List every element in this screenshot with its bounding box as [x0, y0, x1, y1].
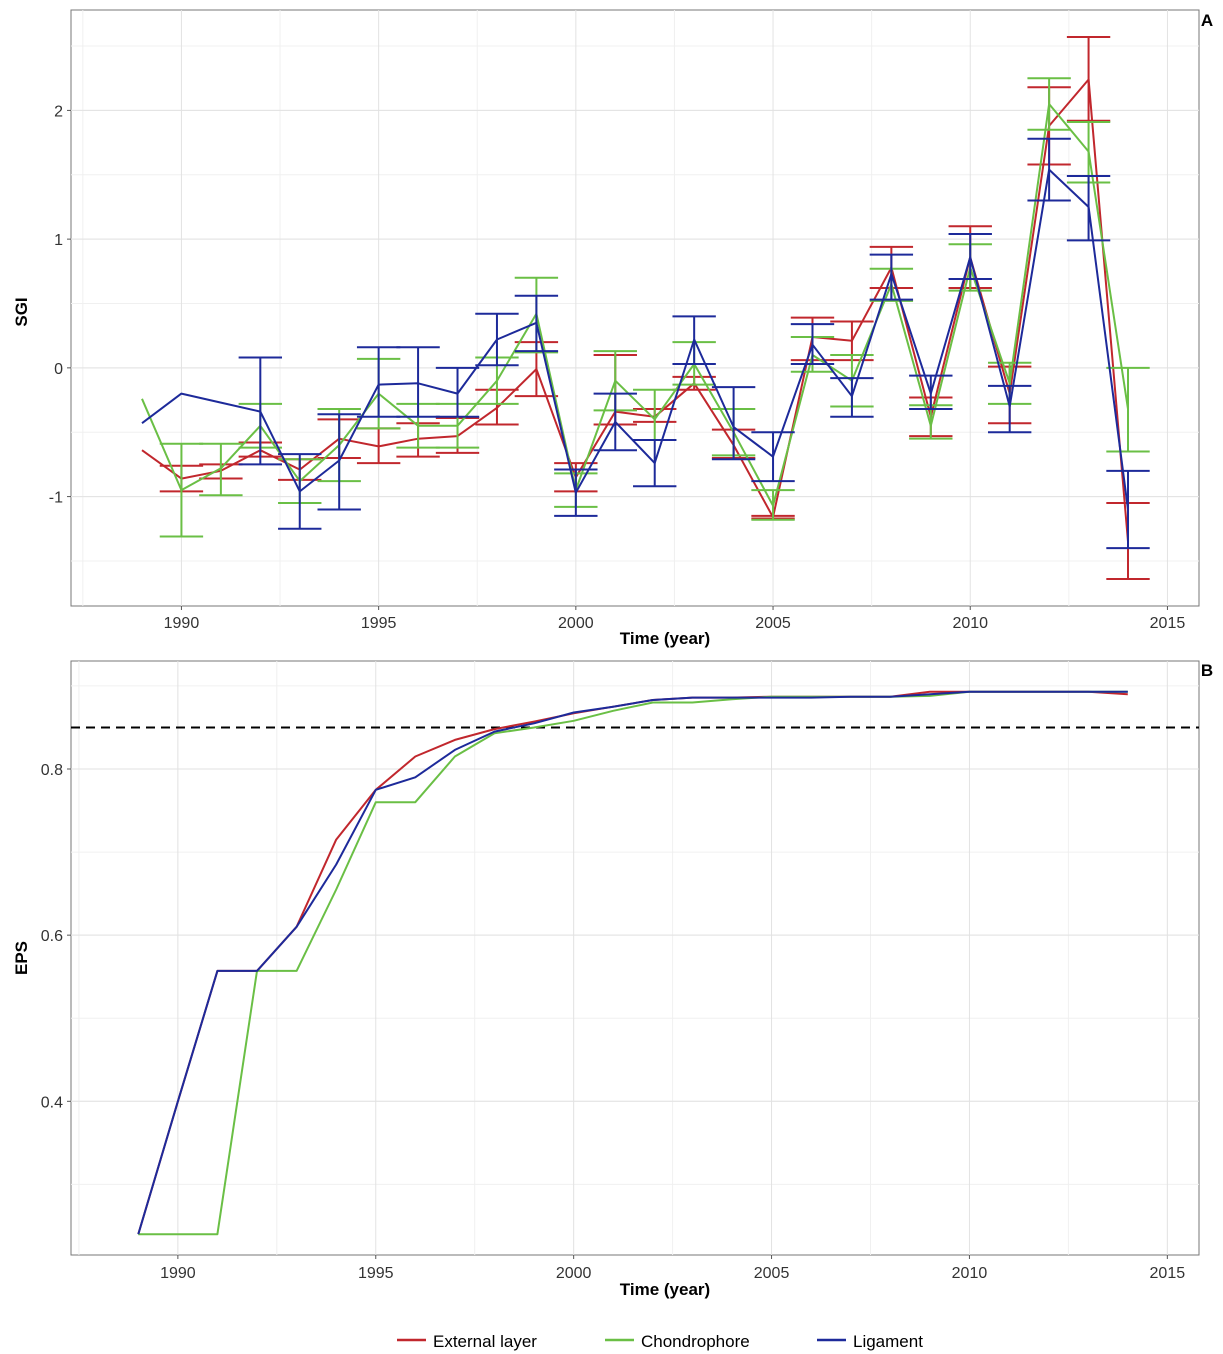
x-tick-label: 1995	[358, 1265, 394, 1282]
series-ligament	[137, 690, 1128, 1235]
error-bar-chondrophore	[199, 442, 243, 497]
error-bar-ligament	[948, 232, 992, 281]
error-bar-ligament	[317, 413, 361, 511]
error-bar-ligament	[790, 323, 835, 365]
panel-a-plot-area	[70, 9, 1200, 607]
error-bar-ligament	[633, 438, 677, 488]
x-tick-label: 2015	[1150, 615, 1186, 632]
panel-b-x-axis-title: Time (year)	[620, 1280, 710, 1299]
error-bar-ligament	[593, 392, 637, 452]
x-tick-label: 1995	[361, 615, 397, 632]
panel-a-x-ticks: 1990 1995 2000 2005 2010 2015	[164, 606, 1186, 632]
series-ligament	[141, 137, 1150, 550]
y-tick-label: 0.8	[41, 762, 63, 779]
panel-a-y-ticks: -1 0 1 2	[49, 103, 71, 507]
x-tick-label: 2010	[952, 615, 988, 632]
legend-label-ligament: Ligament	[853, 1332, 923, 1351]
error-bar-ligament	[238, 356, 283, 466]
series-line-external-layer	[141, 78, 1129, 542]
x-tick-label: 2010	[952, 1265, 988, 1282]
y-tick-label: 0.6	[41, 928, 63, 945]
x-tick-label: 2015	[1150, 1265, 1186, 1282]
error-bar-ligament	[869, 253, 914, 301]
error-bar-ligament	[278, 453, 322, 530]
x-tick-label: 2000	[556, 1265, 592, 1282]
panel-b-grid	[71, 661, 1199, 1255]
legend-item-ligament: Ligament	[817, 1332, 923, 1351]
y-tick-label: -1	[49, 490, 63, 507]
panel-b-y-ticks: 0.4 0.6 0.8	[41, 762, 71, 1111]
error-bar-ligament	[435, 366, 480, 418]
error-bar-chondrophore	[1106, 366, 1150, 453]
error-bar-ligament	[987, 384, 1032, 434]
legend-label-chondrophore: Chondrophore	[641, 1332, 750, 1351]
panel-b-y-axis-title: EPS	[12, 941, 31, 975]
y-tick-label: 0.4	[41, 1094, 63, 1111]
panel-a-sgi: 1990 1995 2000 2005 2010 2015 -1 0 1 2 Time (yea…	[12, 9, 1213, 648]
panel-b-eps: 1990 1995 2000 2005 2010 2015 0.4 0.6 0.8 Time …	[12, 660, 1213, 1299]
error-bar-ligament	[711, 386, 756, 461]
error-bar-ligament	[1066, 175, 1111, 242]
legend-label-external-layer: External layer	[433, 1332, 537, 1351]
error-bar-chondrophore	[1027, 77, 1071, 131]
x-tick-label: 1990	[160, 1265, 196, 1282]
x-tick-label: 1990	[164, 615, 200, 632]
x-tick-label: 2000	[558, 615, 594, 632]
error-bar-chondrophore	[751, 489, 795, 521]
error-bar-ligament	[1027, 137, 1071, 202]
x-tick-label: 2005	[755, 615, 791, 632]
panel-b-series	[71, 690, 1199, 1236]
error-bar-external-layer	[1066, 36, 1111, 122]
x-tick-label: 2005	[754, 1265, 790, 1282]
y-tick-label: 2	[54, 103, 63, 120]
panel-a-y-axis-title: SGI	[12, 297, 31, 326]
error-bar-ligament	[356, 346, 401, 418]
error-bar-ligament	[909, 374, 953, 411]
legend-item-external-layer: External layer	[397, 1332, 537, 1351]
error-bar-ligament	[1106, 469, 1150, 550]
error-bar-ligament	[672, 315, 716, 365]
series-line-chondrophore	[141, 103, 1129, 507]
series-line-ligament	[137, 690, 1128, 1235]
error-bar-ligament	[396, 346, 440, 418]
y-tick-label: 1	[54, 232, 63, 249]
panel-b-label: B	[1201, 661, 1213, 680]
error-bar-ligament	[554, 468, 598, 517]
panel-a-label: A	[1201, 11, 1213, 30]
panel-a-series	[141, 36, 1150, 580]
panel-b-x-ticks: 1990 1995 2000 2005 2010 2015	[160, 1255, 1185, 1282]
error-bar-ligament	[475, 312, 519, 367]
error-bar-chondrophore	[159, 442, 204, 538]
panel-a-x-axis-title: Time (year)	[620, 629, 710, 648]
legend: External layer Chondrophore Ligament	[397, 1332, 923, 1351]
error-bar-ligament	[830, 377, 874, 418]
error-bar-ligament	[514, 294, 559, 353]
legend-item-chondrophore: Chondrophore	[605, 1332, 750, 1351]
error-bar-ligament	[751, 431, 795, 483]
panel-b-plot-area	[70, 660, 1200, 1256]
y-tick-label: 0	[54, 361, 63, 378]
